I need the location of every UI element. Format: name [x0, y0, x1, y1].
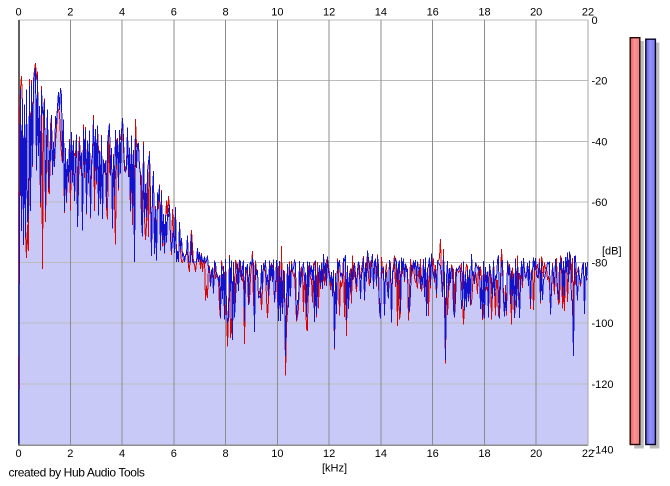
svg-text:6: 6	[171, 7, 177, 19]
svg-text:2: 2	[67, 7, 73, 19]
svg-text:22: 22	[582, 7, 594, 19]
svg-text:-40: -40	[592, 136, 608, 148]
svg-text:-100: -100	[592, 318, 614, 330]
svg-text:16: 16	[427, 448, 439, 460]
svg-text:10: 10	[271, 448, 283, 460]
svg-text:14: 14	[375, 448, 387, 460]
svg-text:18: 18	[478, 448, 490, 460]
svg-text:4: 4	[119, 7, 125, 19]
svg-text:8: 8	[223, 448, 229, 460]
svg-text:10: 10	[271, 7, 283, 19]
svg-text:created by Hub Audio Tools: created by Hub Audio Tools	[9, 466, 145, 480]
svg-text:0: 0	[592, 15, 598, 27]
svg-text:12: 12	[323, 7, 335, 19]
svg-text:[kHz]: [kHz]	[322, 463, 347, 475]
svg-text:2: 2	[67, 448, 73, 460]
svg-text:6: 6	[171, 448, 177, 460]
svg-text:16: 16	[427, 7, 439, 19]
svg-text:0: 0	[15, 7, 21, 19]
svg-text:22: 22	[582, 448, 594, 460]
svg-text:4: 4	[119, 448, 125, 460]
svg-text:12: 12	[323, 448, 335, 460]
svg-text:20: 20	[530, 7, 542, 19]
svg-text:-80: -80	[592, 258, 608, 270]
svg-text:[dB]: [dB]	[602, 245, 622, 257]
svg-text:-20: -20	[592, 76, 608, 88]
svg-text:18: 18	[478, 7, 490, 19]
svg-text:-140: -140	[592, 445, 614, 457]
svg-text:-120: -120	[592, 379, 614, 391]
svg-text:14: 14	[375, 7, 387, 19]
svg-text:20: 20	[530, 448, 542, 460]
svg-text:8: 8	[223, 7, 229, 19]
svg-text:0: 0	[15, 448, 21, 460]
svg-text:-60: -60	[592, 197, 608, 209]
